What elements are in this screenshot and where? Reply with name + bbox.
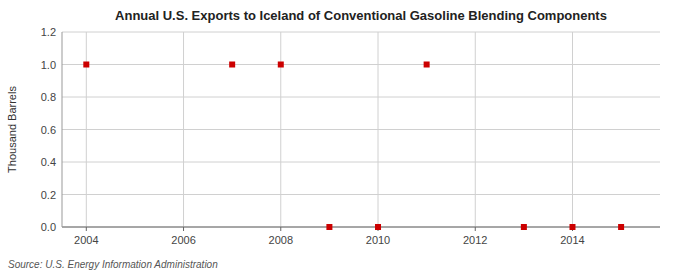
x-tick-label: 2008 (269, 234, 293, 246)
x-tick-label: 2014 (560, 234, 584, 246)
point (326, 224, 332, 230)
y-grid-line (62, 129, 660, 130)
grid (62, 32, 660, 227)
y-tick-label: 0.0 (41, 221, 56, 233)
y-axis-label: Thousand Barrels (6, 86, 18, 173)
x-grid-line (572, 32, 573, 227)
point (278, 62, 284, 68)
y-tick-label: 0.6 (41, 124, 56, 136)
point (375, 224, 381, 230)
y-tick-label: 0.4 (41, 156, 56, 168)
y-grid-line (62, 194, 660, 195)
x-grid-line (475, 32, 476, 227)
point (521, 224, 527, 230)
point (83, 62, 89, 68)
chart: Annual U.S. Exports to Iceland of Conven… (0, 0, 675, 275)
x-tick (183, 227, 184, 231)
point (424, 62, 430, 68)
x-tick (475, 227, 476, 231)
x-tick (86, 227, 87, 231)
title: Annual U.S. Exports to Iceland of Conven… (115, 8, 607, 23)
point (229, 62, 235, 68)
axes: 0.0 0.2 0.4 0.6 0.8 1.0 1.2 2004 2006 2008 2010 201… (41, 26, 660, 246)
y-grid-line (62, 32, 660, 33)
y-axis-line (62, 32, 63, 227)
y-tick-label: 1.2 (41, 26, 56, 38)
x-grid-line (378, 32, 379, 227)
y-tick-label: 0.8 (41, 91, 56, 103)
x-grid-line (86, 32, 87, 227)
points (83, 62, 624, 231)
point (569, 224, 575, 230)
x-tick-label: 2012 (463, 234, 487, 246)
x-tick-label: 2006 (171, 234, 195, 246)
x-tick-label: 2010 (366, 234, 390, 246)
x-grid-line (183, 32, 184, 227)
point (618, 224, 624, 230)
y-grid-line (62, 64, 660, 65)
x-tick (280, 227, 281, 231)
x-grid-line (280, 32, 281, 227)
y-grid-line (62, 97, 660, 98)
x-tick-label: 2004 (74, 234, 98, 246)
y-tick-label: 1.0 (41, 59, 56, 71)
source-note: Source: U.S. Energy Information Administ… (8, 259, 218, 270)
y-grid-line (62, 162, 660, 163)
y-tick-label: 0.2 (41, 189, 56, 201)
